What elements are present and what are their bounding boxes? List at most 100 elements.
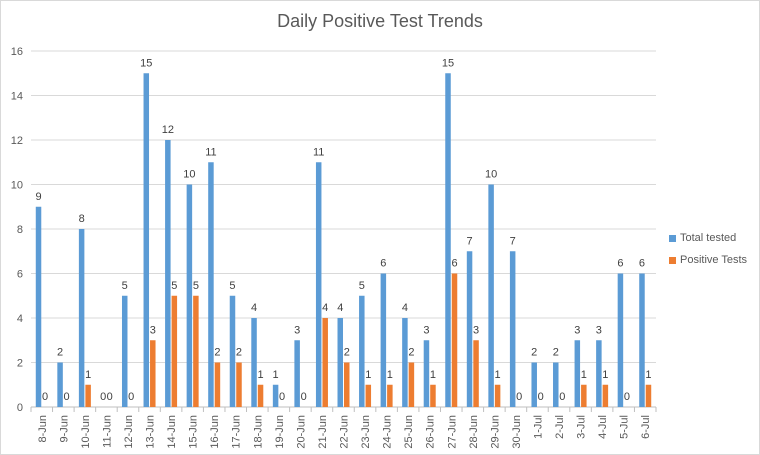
y-tick-label: 6 xyxy=(17,269,23,281)
x-tick-label: 6-Jul xyxy=(640,415,652,439)
bar-total-tested xyxy=(639,273,645,407)
bar-positive-tests xyxy=(365,384,372,407)
bar-positive-tests xyxy=(257,384,264,407)
data-label-positive-tests: 1 xyxy=(387,369,393,381)
data-label-positive-tests: 2 xyxy=(214,347,220,359)
bar-positive-tests xyxy=(408,362,415,407)
x-tick-label: 13-Jun xyxy=(145,415,157,449)
bar-total-tested xyxy=(251,318,257,407)
data-label-total-tested: 7 xyxy=(510,235,516,247)
bar-total-tested xyxy=(380,273,387,407)
x-tick-label: 15-Jun xyxy=(188,415,200,449)
x-tick-label: 20-Jun xyxy=(295,415,307,449)
bar-total-tested xyxy=(445,73,451,407)
legend-item: Total tested xyxy=(669,227,747,249)
x-tick-label: 23-Jun xyxy=(360,415,372,449)
x-tick-label: 29-Jun xyxy=(489,415,501,449)
data-label-positive-tests: 6 xyxy=(451,258,457,270)
bar-positive-tests xyxy=(451,273,458,407)
bar-positive-tests xyxy=(171,295,178,407)
bar-total-tested xyxy=(596,340,602,407)
bar-total-tested xyxy=(337,318,343,407)
data-label-positive-tests: 5 xyxy=(193,280,199,292)
x-tick-label: 30-Jun xyxy=(511,415,523,449)
data-label-positive-tests: 2 xyxy=(236,347,242,359)
bar-total-tested xyxy=(574,340,581,407)
data-label-positive-tests: 0 xyxy=(279,391,285,403)
data-label-positive-tests: 2 xyxy=(408,347,414,359)
bar-total-tested xyxy=(531,362,537,407)
data-label-positive-tests: 0 xyxy=(42,391,48,403)
x-tick-label: 25-Jun xyxy=(403,415,415,449)
bar-positive-tests xyxy=(214,362,221,407)
data-label-positive-tests: 0 xyxy=(559,391,565,403)
data-label-total-tested: 10 xyxy=(183,169,195,181)
data-label-total-tested: 6 xyxy=(380,258,386,270)
data-label-positive-tests: 1 xyxy=(257,369,263,381)
y-tick-label: 14 xyxy=(11,91,23,103)
bar-positive-tests xyxy=(645,384,652,407)
data-label-total-tested: 15 xyxy=(140,57,152,69)
data-label-positive-tests: 0 xyxy=(516,391,522,403)
data-label-positive-tests: 1 xyxy=(602,369,608,381)
data-label-total-tested: 3 xyxy=(423,324,429,336)
bar-total-tested xyxy=(315,162,322,407)
bar-total-tested xyxy=(617,273,624,407)
x-tick-label: 18-Jun xyxy=(252,415,264,449)
x-tick-label: 12-Jun xyxy=(123,415,135,449)
bar-total-tested xyxy=(294,340,300,407)
bar-positive-tests xyxy=(344,362,350,407)
x-tick-label: 5-Jul xyxy=(619,415,631,439)
x-tick-label: 24-Jun xyxy=(382,415,394,449)
x-tick-label: 19-Jun xyxy=(274,415,286,449)
data-label-total-tested: 10 xyxy=(485,169,497,181)
chart-title: Daily Positive Test Trends xyxy=(277,11,483,31)
bar-total-tested xyxy=(402,318,408,407)
bar-total-tested xyxy=(121,295,128,407)
data-label-total-tested: 5 xyxy=(359,280,365,292)
data-label-total-tested: 15 xyxy=(442,57,454,69)
data-label-positive-tests: 0 xyxy=(64,391,70,403)
data-label-total-tested: 2 xyxy=(553,347,559,359)
data-label-total-tested: 11 xyxy=(313,146,324,158)
data-label-total-tested: 9 xyxy=(35,191,41,203)
bar-total-tested xyxy=(466,251,473,407)
x-tick-label: 9-Jun xyxy=(58,415,70,443)
data-label-total-tested: 6 xyxy=(617,258,623,270)
x-tick-label: 26-Jun xyxy=(425,415,437,449)
data-label-positive-tests: 0 xyxy=(624,391,630,403)
y-tick-label: 16 xyxy=(11,46,23,58)
x-tick-label: 21-Jun xyxy=(317,415,329,449)
bar-positive-tests xyxy=(387,384,393,407)
bar-total-tested xyxy=(509,251,516,407)
legend-swatch xyxy=(669,256,676,264)
bar-total-tested xyxy=(488,184,494,407)
data-label-positive-tests: 1 xyxy=(495,369,501,381)
bar-total-tested xyxy=(229,295,236,407)
data-label-total-tested: 7 xyxy=(466,235,472,247)
data-label-positive-tests: 2 xyxy=(344,347,350,359)
bar-total-tested xyxy=(208,162,214,407)
data-label-positive-tests: 0 xyxy=(301,391,307,403)
data-label-total-tested: 2 xyxy=(531,347,537,359)
bar-positive-tests xyxy=(602,384,609,407)
legend-item: Positive Tests xyxy=(669,249,747,271)
data-label-total-tested: 12 xyxy=(162,124,174,136)
bar-positive-tests xyxy=(322,318,328,407)
data-label-total-tested: 4 xyxy=(337,302,343,314)
data-label-positive-tests: 1 xyxy=(365,369,371,381)
data-label-total-tested: 2 xyxy=(57,347,63,359)
legend-label: Total tested xyxy=(680,232,737,244)
x-tick-label: 8-Jun xyxy=(37,415,49,443)
bar-total-tested xyxy=(165,140,171,407)
bar-total-tested xyxy=(272,384,279,407)
x-tick-label: 1-Jul xyxy=(532,415,544,439)
data-label-positive-tests: 3 xyxy=(150,324,156,336)
bar-total-tested xyxy=(359,295,365,407)
data-label-positive-tests: 1 xyxy=(645,369,651,381)
legend-swatch xyxy=(669,234,676,242)
data-label-total-tested: 6 xyxy=(639,258,645,270)
data-label-total-tested: 4 xyxy=(402,302,408,314)
data-label-positive-tests: 4 xyxy=(322,302,328,314)
x-tick-label: 28-Jun xyxy=(468,415,480,449)
